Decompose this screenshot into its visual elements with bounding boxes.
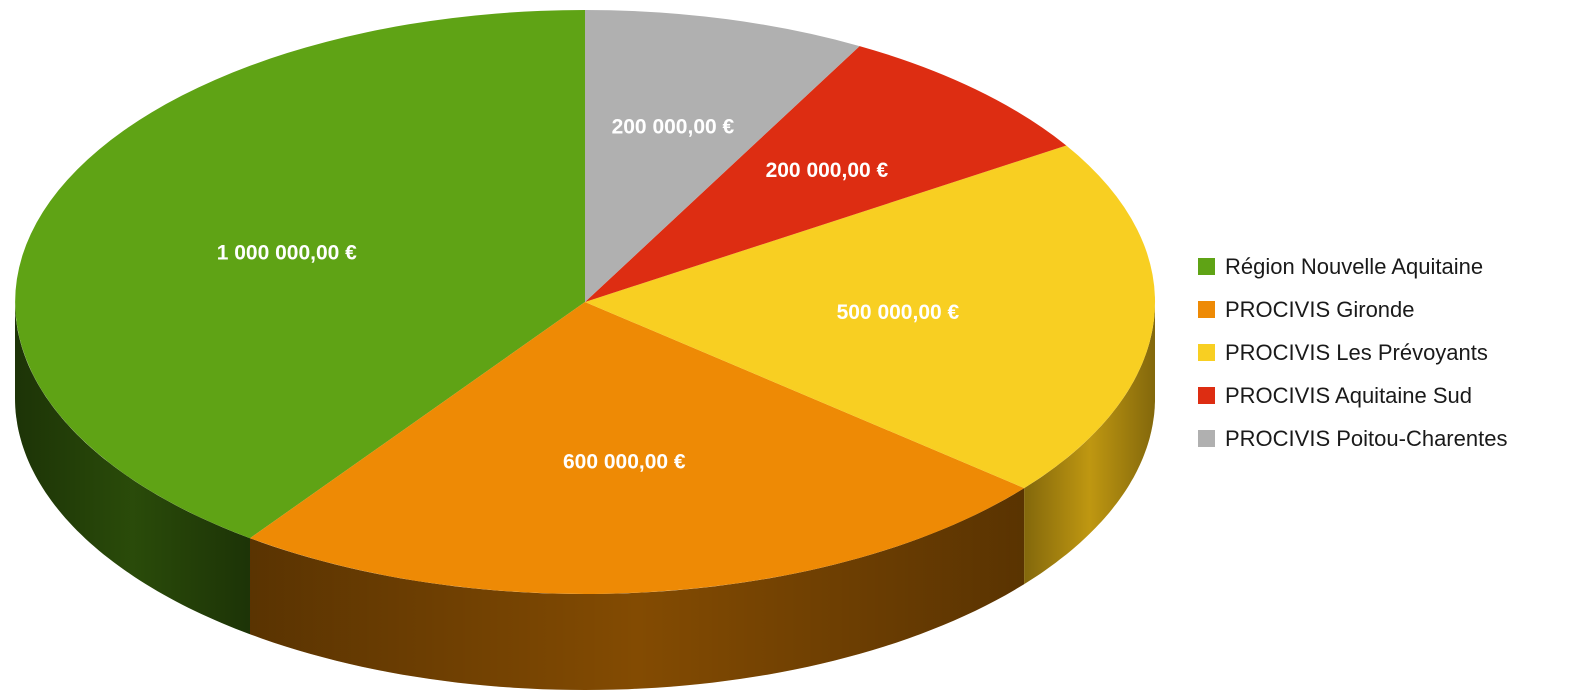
legend-item-procivis-les-prevoyants: PROCIVIS Les Prévoyants [1198,340,1488,365]
legend-swatch [1198,258,1215,275]
legend-label: PROCIVIS Gironde [1225,297,1415,322]
legend-item-procivis-aquitaine-sud: PROCIVIS Aquitaine Sud [1198,383,1472,408]
legend-label: Région Nouvelle Aquitaine [1225,254,1483,279]
pie-side-shade-region-nouvelle-aquitaine [15,302,250,635]
legend-item-procivis-poitou-charentes: PROCIVIS Poitou-Charentes [1198,426,1507,451]
pie-slice-procivis-les-prevoyants [585,145,1156,489]
pie-data-labels: 1 000 000,00 € 600 000,00 € 500 000,00 € 20… [217,116,960,474]
legend-swatch [1198,344,1215,361]
pie-sides [15,302,1155,690]
data-label-procivis-poitou-charentes: 200 000,00 € [612,116,735,139]
legend-label: PROCIVIS Aquitaine Sud [1225,383,1472,408]
data-label-procivis-les-prevoyants: 500 000,00 € [837,301,960,324]
legend-label: PROCIVIS Les Prévoyants [1225,340,1488,365]
data-label-procivis-aquitaine-sud: 200 000,00 € [766,159,889,182]
legend: Région Nouvelle Aquitaine PROCIVIS Girond… [1198,254,1507,451]
pie-slice-procivis-aquitaine-sud [585,46,1067,302]
legend-swatch [1198,387,1215,404]
data-label-region-nouvelle-aquitaine: 1 000 000,00 € [217,241,357,264]
legend-swatch [1198,301,1215,318]
pie-slice-procivis-poitou-charentes [585,9,860,302]
pie-slices [15,9,1156,594]
legend-item-region-nouvelle-aquitaine: Région Nouvelle Aquitaine [1198,254,1483,279]
legend-item-procivis-gironde: PROCIVIS Gironde [1198,297,1415,322]
pie-slice-region-nouvelle-aquitaine [15,10,585,539]
legend-swatch [1198,430,1215,447]
legend-label: PROCIVIS Poitou-Charentes [1225,426,1507,451]
pie-side-shade-procivis-les-prevoyants [1024,302,1155,585]
data-label-procivis-gironde: 600 000,00 € [563,450,686,473]
pie-side-shade-procivis-gironde [250,488,1025,690]
pie-slice-procivis-gironde [250,302,1025,594]
